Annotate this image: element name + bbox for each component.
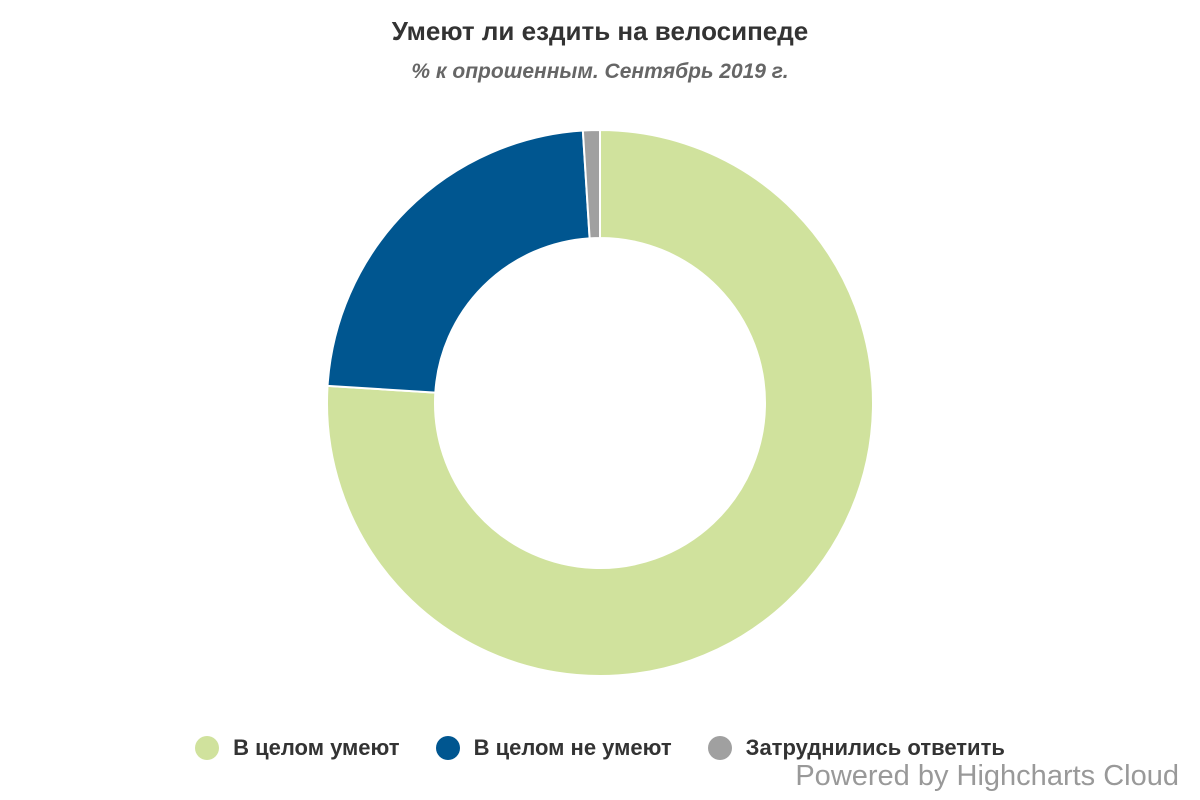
legend: В целом умеют В целом не умеют Затруднил… bbox=[0, 731, 1200, 765]
legend-item-no-answer[interactable]: Затруднились ответить bbox=[707, 735, 1005, 761]
legend-label-no-answer: Затруднились ответить bbox=[745, 735, 1005, 760]
chart-title: Умеют ли ездить на велосипеде bbox=[391, 16, 809, 46]
legend-item-cannot-ride[interactable]: В целом не умеют bbox=[435, 735, 672, 761]
legend-label-cannot-ride: В целом не умеют bbox=[473, 735, 672, 760]
legend-symbol-no-answer bbox=[707, 736, 732, 760]
donut-slices bbox=[326, 129, 874, 677]
credits-link[interactable]: Powered by Highcharts Cloud bbox=[795, 760, 1179, 792]
legend-symbol-cannot-ride bbox=[435, 736, 460, 760]
chart-subtitle: % к опрошенным. Сентябрь 2019 г. bbox=[411, 60, 789, 83]
slice-cannot-ride[interactable] bbox=[326, 129, 591, 394]
legend-label-can-ride: В целом умеют bbox=[233, 735, 400, 760]
legend-item-can-ride[interactable]: В целом умеют bbox=[195, 735, 400, 761]
legend-symbol-can-ride bbox=[195, 736, 220, 760]
slice-no-answer[interactable] bbox=[581, 129, 601, 240]
slice-can-ride[interactable] bbox=[326, 129, 874, 677]
